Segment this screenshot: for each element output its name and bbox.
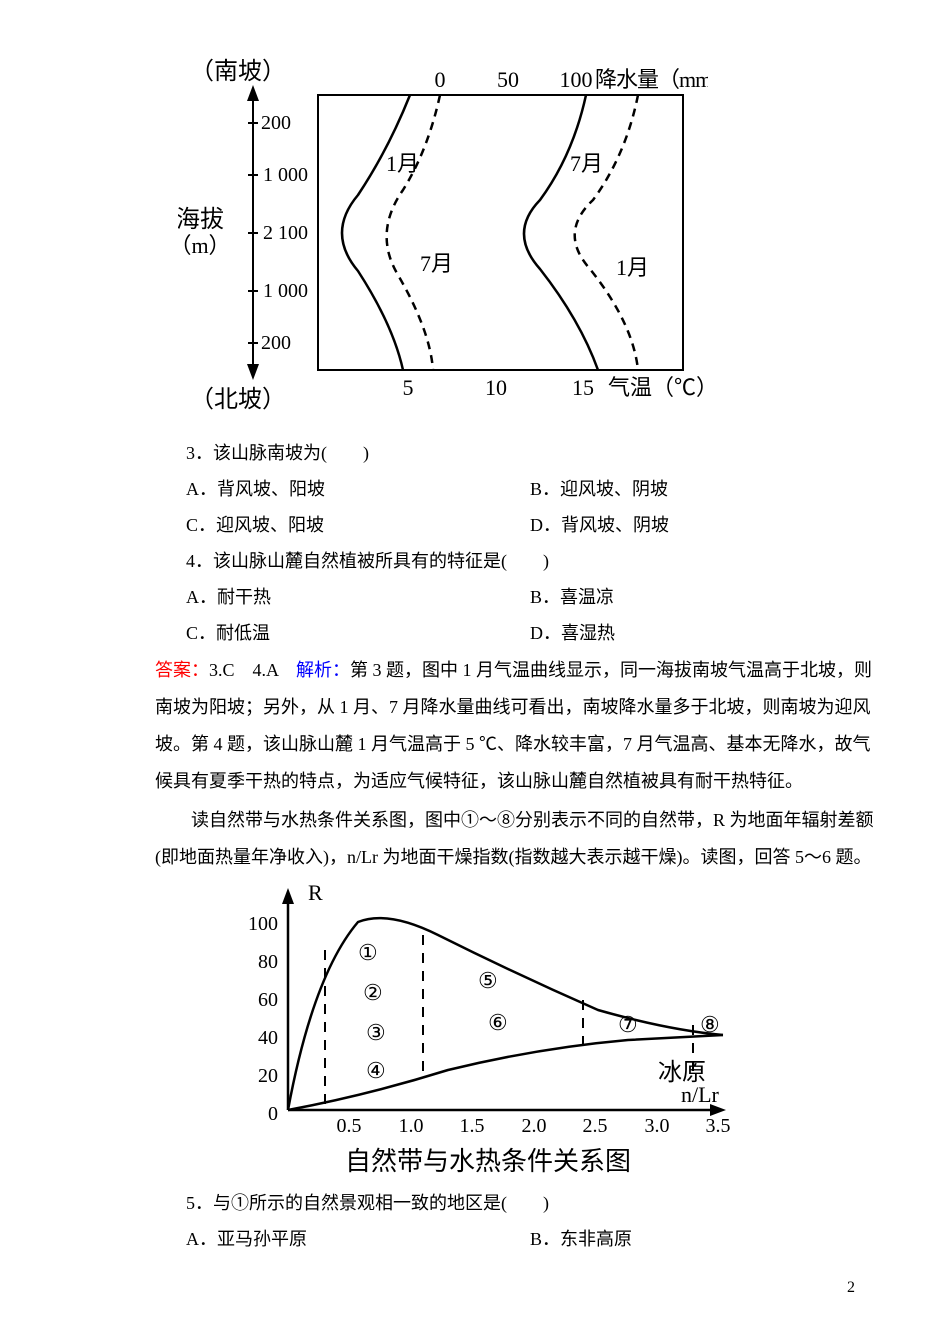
q3-optA: A．背风坡、阳坡 [186, 472, 325, 506]
temp-label: 气温（℃） [608, 375, 708, 400]
q3-optB: B．迎风坡、阴坡 [530, 472, 668, 506]
answer-label: 答案： [155, 660, 209, 680]
zone-7: ⑦ [618, 1012, 638, 1037]
elev-unit-label: （m） [178, 233, 231, 258]
q3-optC: C．迎风坡、阳坡 [186, 508, 324, 542]
q5-stem: 5．与①所示的自然景观相一致的地区是( ) [186, 1186, 549, 1220]
c2-y0: 0 [268, 1103, 278, 1125]
q4-stem: 4．该山脉山麓自然植被所具有的特征是( ) [186, 544, 549, 578]
intro-5-6: 读自然带与水热条件关系图，图中①～⑧分别表示不同的自然带，R 为地面年辐射差额(… [155, 802, 875, 876]
page-number: 2 [847, 1279, 855, 1297]
xbot-10: 10 [485, 375, 507, 400]
ice-label: 冰原 [658, 1059, 706, 1086]
q4-optC: C．耐低温 [186, 616, 270, 650]
south-slope-label: （南坡） [190, 58, 286, 85]
xbot-15: 15 [572, 375, 594, 400]
elev-label: 海拔 [178, 206, 224, 233]
y-1000b: 1 000 [263, 280, 308, 302]
xtop-100: 100 [560, 67, 593, 92]
c2-x05: 0.5 [337, 1115, 362, 1137]
xtop-0: 0 [435, 67, 446, 92]
zone-5: ⑤ [478, 968, 498, 993]
q3-optD: D．背风坡、阴坡 [530, 508, 669, 542]
y-1000a: 1 000 [263, 164, 308, 186]
c1-jan: 1月 [386, 151, 419, 176]
zone-6: ⑥ [488, 1010, 508, 1035]
mountain-climate-chart: 0 50 100 降水量（mm） 5 10 15 气温（℃） 200 1 000… [178, 55, 708, 425]
y-200a: 200 [261, 112, 291, 134]
zone-4: ④ [366, 1058, 386, 1083]
c2-y20: 20 [258, 1065, 278, 1087]
c2-y80: 80 [258, 951, 278, 973]
q4-optD: D．喜湿热 [530, 616, 615, 650]
c2-x30: 3.0 [645, 1115, 670, 1137]
c2-x20: 2.0 [522, 1115, 547, 1137]
q3-stem: 3．该山脉南坡为( ) [186, 436, 369, 470]
xtop-50: 50 [497, 67, 519, 92]
c2-x10: 1.0 [399, 1115, 424, 1137]
c1-jul2: 7月 [570, 151, 603, 176]
answer-values: 3.C 4.A [209, 660, 296, 680]
zone-2: ② [363, 980, 383, 1005]
zone-1: ① [358, 940, 378, 965]
natural-zone-chart: R 100 80 60 40 20 0 0.5 1.0 1.5 2.0 2.5 … [218, 880, 738, 1180]
c2-ylabel: R [308, 880, 323, 905]
y-200b: 200 [261, 332, 291, 354]
q4-optA: A．耐干热 [186, 580, 271, 614]
precip-label: 降水量（mm） [595, 67, 708, 92]
c1-jul: 7月 [420, 251, 453, 276]
c2-x15: 1.5 [460, 1115, 485, 1137]
chart1-svg: 0 50 100 降水量（mm） 5 10 15 气温（℃） 200 1 000… [178, 55, 708, 425]
xbot-5: 5 [403, 375, 414, 400]
c2-x35: 3.5 [706, 1115, 731, 1137]
north-slope-label: （北坡） [190, 386, 286, 413]
c2-y60: 60 [258, 989, 278, 1011]
y-2100: 2 100 [263, 222, 308, 244]
q4-optB: B．喜温凉 [530, 580, 614, 614]
chart2-svg: R 100 80 60 40 20 0 0.5 1.0 1.5 2.0 2.5 … [218, 880, 738, 1180]
c2-y40: 40 [258, 1027, 278, 1049]
q5-optA: A．亚马孙平原 [186, 1222, 307, 1256]
zone-8: ⑧ [700, 1012, 720, 1037]
zone-3: ③ [366, 1020, 386, 1045]
c2-y100: 100 [248, 913, 278, 935]
chart2-title: 自然带与水热条件关系图 [345, 1147, 631, 1176]
q5-optB: B．东非高原 [530, 1222, 632, 1256]
c2-x25: 2.5 [583, 1115, 608, 1137]
answer-3-4: 答案：3.C 4.A 解析：第 3 题，图中 1 月气温曲线显示，同一海拔南坡气… [155, 652, 875, 800]
analysis-label: 解析： [296, 660, 350, 680]
c1-jan2: 1月 [616, 255, 649, 280]
